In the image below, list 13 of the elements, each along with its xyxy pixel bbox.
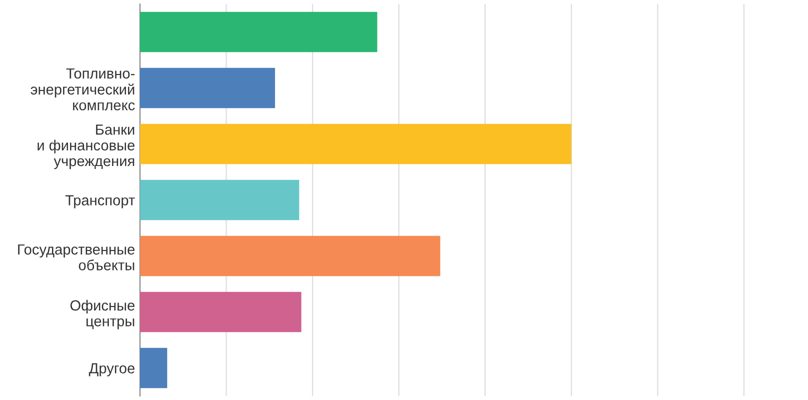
bar [140,292,302,332]
bar [140,124,572,164]
y-tick-label: Офисные центры [70,300,134,330]
y-tick-label: Государственные объекты [18,244,134,270]
y-tick-label: Топливно- энергетический комплекс [30,68,135,110]
bar [140,180,300,220]
y-tick-label: Банки и финансовые учреждения [38,124,134,170]
bar [140,12,378,52]
y-tick-label: Другое [88,363,134,376]
bar [140,236,440,276]
bar [140,68,276,108]
bar [140,348,168,388]
y-tick-label: Транспорт [65,195,135,208]
